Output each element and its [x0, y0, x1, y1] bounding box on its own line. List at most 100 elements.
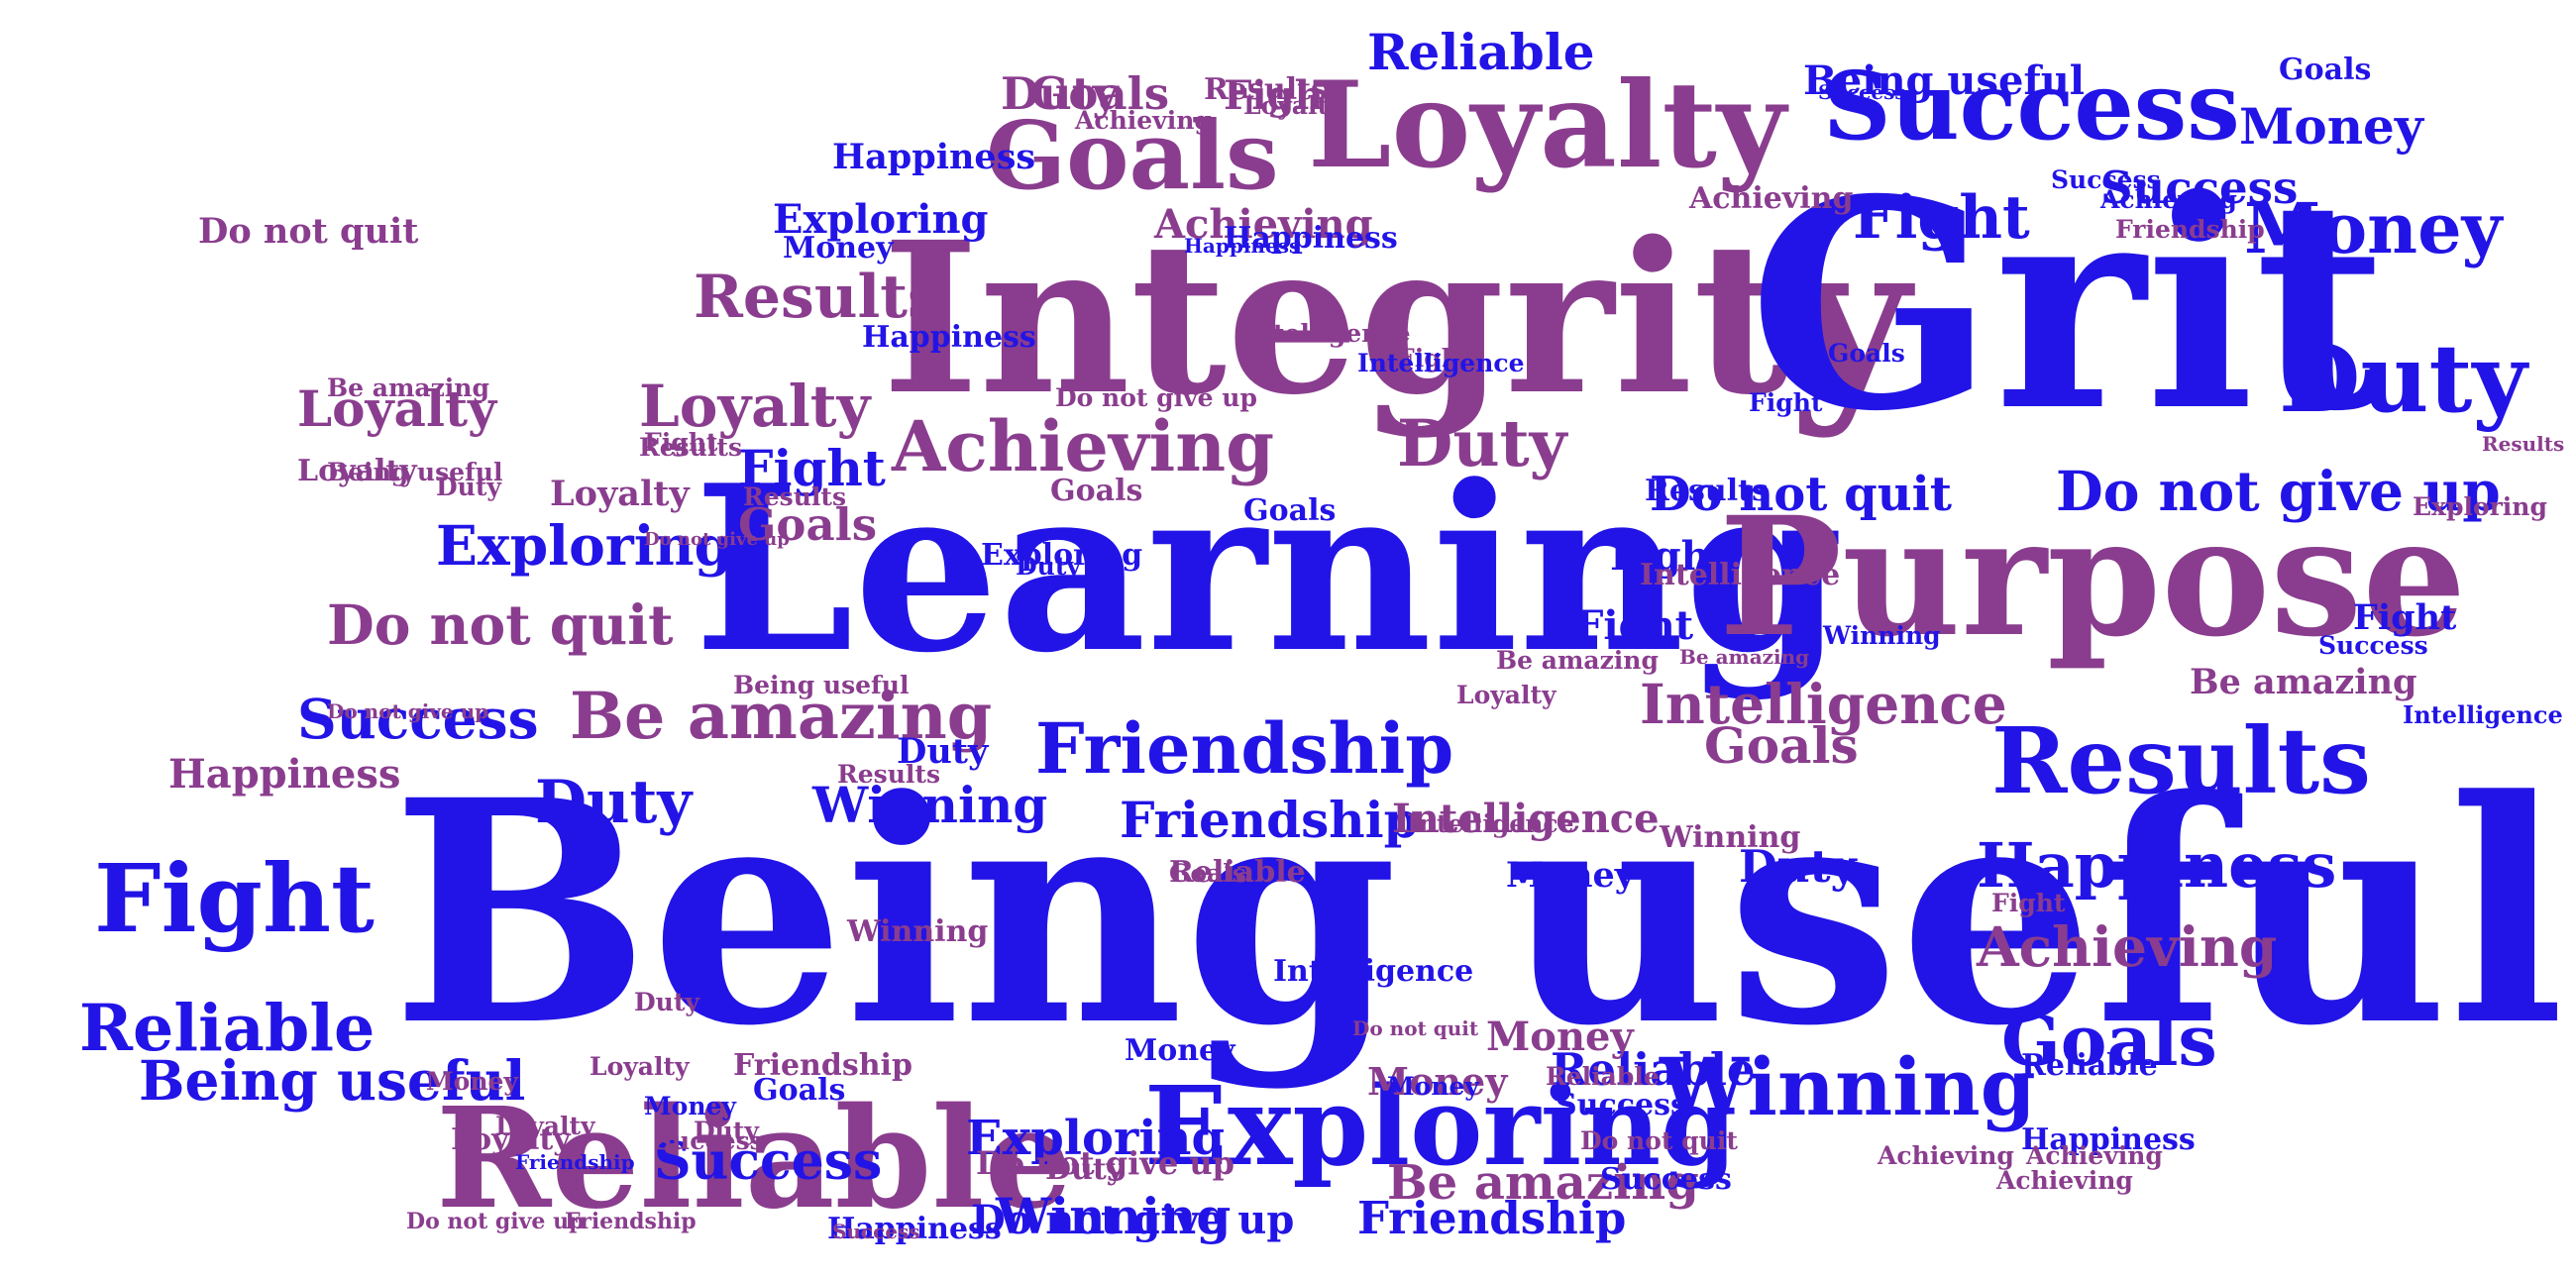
cloud-word: Goals	[2001, 1000, 2217, 1082]
cloud-word: Goals	[738, 498, 877, 551]
cloud-word: Fight	[644, 428, 718, 457]
cloud-word: Success	[832, 1220, 920, 1243]
cloud-word: Money	[783, 231, 895, 266]
cloud-word: Happiness	[168, 751, 400, 798]
cloud-word: Success	[654, 1126, 764, 1155]
cloud-word: Goals	[1169, 859, 1246, 888]
cloud-word: Happiness	[827, 1212, 1002, 1246]
cloud-word: Duty	[1016, 552, 1082, 581]
cloud-word: Loyalty	[451, 1122, 572, 1157]
cloud-word: Duty	[694, 1117, 760, 1145]
cloud-word: Achieving	[2099, 185, 2237, 214]
cloud-word: Be amazing	[2190, 662, 2417, 702]
cloud-word: Loyalty	[590, 1052, 691, 1081]
cloud-word: Fight	[1397, 344, 1471, 373]
cloud-word: Results	[1204, 72, 1328, 107]
cloud-word: Achieving	[1153, 201, 1373, 248]
cloud-word: Achieving	[891, 405, 1274, 487]
cloud-word: Results	[2482, 432, 2564, 456]
cloud-word: Friendship	[2115, 215, 2265, 244]
cloud-word: Friendship	[1357, 1192, 1626, 1244]
cloud-word: Happiness	[1184, 234, 1300, 258]
cloud-word: Do not give up	[644, 529, 790, 550]
cloud-word: Duty	[634, 988, 700, 1016]
cloud-word: Results	[1991, 707, 2371, 814]
cloud-word: Do not give up	[2056, 459, 2501, 523]
cloud-word: Results	[1645, 474, 1769, 508]
cloud-word: Achieving	[1688, 181, 1853, 216]
cloud-word: Fight	[1853, 183, 2030, 253]
cloud-word: Fight	[1224, 72, 1342, 119]
cloud-word: Do not give up	[327, 699, 488, 723]
cloud-word: Happiness	[1977, 829, 2336, 902]
cloud-word: Exploring	[773, 196, 989, 243]
cloud-word: Reliable	[79, 991, 375, 1066]
cloud-word: Success	[2100, 161, 2298, 214]
cloud-word: Money	[1125, 1033, 1236, 1068]
cloud-word: Achieving	[1976, 914, 2277, 979]
cloud-word: Success	[2318, 631, 2428, 660]
cloud-word: Money	[1506, 855, 1637, 896]
cloud-word: Be amazing	[1679, 645, 1809, 669]
cloud-word: Money	[426, 1067, 519, 1096]
cloud-word: Friendship	[733, 1048, 912, 1083]
cloud-word: Fight	[1575, 602, 1694, 649]
cloud-word: Duty	[436, 473, 502, 501]
cloud-word: Winning	[846, 914, 988, 949]
cloud-word: Do not quit	[1352, 1016, 1479, 1040]
cloud-word: Be amazing	[1387, 1155, 1699, 1211]
cloud-word: Intelligence	[1357, 349, 1525, 377]
cloud-word: Duty	[897, 731, 990, 772]
cloud-word: Intelligence	[1640, 558, 1840, 592]
cloud-word: Fight	[2353, 597, 2456, 638]
cloud-word: Integrity	[882, 196, 1916, 441]
cloud-word: Success	[297, 687, 539, 751]
cloud-word: Do not quit	[327, 592, 674, 657]
cloud-word: Intelligence	[1640, 672, 2007, 736]
cloud-word: Be amazing	[1496, 646, 1659, 675]
cloud-word: Intelligence	[1273, 954, 1473, 989]
cloud-word: Loyalty	[1243, 91, 1344, 120]
cloud-word: Money	[644, 1092, 737, 1120]
cloud-word: Loyalty	[297, 379, 498, 438]
cloud-word: Loyalty	[639, 373, 873, 440]
cloud-word: Intelligence	[2403, 700, 2563, 729]
cloud-word: Do not quit	[1650, 467, 1952, 522]
cloud-word: Reliable	[1169, 855, 1306, 890]
cloud-word: Success	[654, 1131, 882, 1192]
cloud-word: Success	[1823, 52, 2240, 161]
cloud-word: Reliable	[436, 1078, 1073, 1240]
cloud-word: Reliable	[1546, 1062, 1660, 1091]
cloud-word: Goals	[1704, 716, 1859, 775]
cloud-word: Do not give up	[971, 1197, 1294, 1243]
cloud-word: Success	[1600, 1162, 1732, 1197]
cloud-word: Duty	[1739, 840, 1859, 893]
cloud-word: Duty	[1045, 1152, 1126, 1187]
cloud-word: Fight	[738, 439, 886, 497]
cloud-word: Fight	[94, 844, 375, 954]
cloud-word: Results	[743, 482, 846, 511]
cloud-word: Exploring	[1144, 1062, 1737, 1190]
cloud-word: Intelligence	[1243, 319, 1411, 348]
cloud-word: Being useful	[733, 671, 909, 699]
cloud-word: Do not give up	[406, 1209, 584, 1234]
cloud-word: Loyalty	[1308, 55, 1789, 195]
cloud-word: Loyalty	[1456, 681, 1557, 709]
cloud-word: Goals	[1030, 67, 1169, 120]
cloud-word: Loyalty	[495, 1112, 596, 1140]
cloud-word: Fight	[1610, 533, 1729, 580]
cloud-word: Reliable	[1367, 23, 1595, 81]
cloud-word: Learning	[694, 436, 1844, 703]
cloud-word: Being useful	[139, 1048, 525, 1113]
cloud-word: Money	[1367, 1059, 1508, 1104]
cloud-word: Exploring	[2413, 492, 2547, 521]
cloud-word: Do not give up	[1055, 383, 1257, 412]
cloud-word: Achieving	[2025, 1141, 2163, 1170]
cloud-word: Friendship	[1035, 707, 1453, 790]
cloud-word: Do not give up	[976, 1144, 1234, 1182]
cloud-word: Goals	[986, 101, 1279, 211]
cloud-word: Being useful	[1803, 57, 2085, 104]
cloud-word: Be amazing	[570, 679, 992, 754]
